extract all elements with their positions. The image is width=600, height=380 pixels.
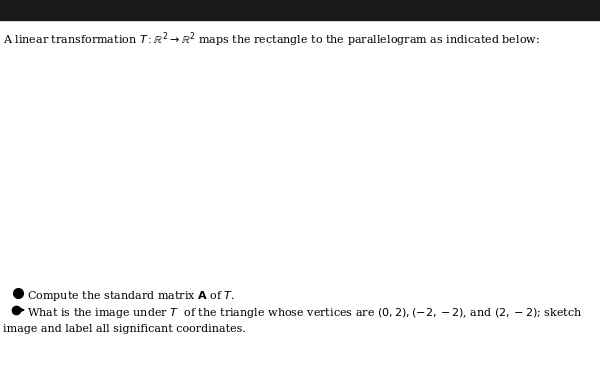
Text: A linear transformation $T : \mathbb{R}^2 \rightarrow \mathbb{R}^2$ maps the rec: A linear transformation $T : \mathbb{R}^… <box>3 30 540 49</box>
Text: $(2,2)$: $(2,2)$ <box>476 90 500 102</box>
Text: $(2,0)$: $(2,0)$ <box>172 231 196 243</box>
Text: $(0,0)$: $(0,0)$ <box>298 231 323 243</box>
Bar <box>0 0 600 20</box>
Text: $x_2$: $x_2$ <box>71 39 83 51</box>
Text: $(0,2)$: $(0,2)$ <box>40 96 64 108</box>
Text: $x_1$: $x_1$ <box>572 222 585 234</box>
Text: $(0,0)$: $(0,0)$ <box>40 231 64 243</box>
Text: Compute the standard matrix $\mathbf{A}$ of $T$.: Compute the standard matrix $\mathbf{A}$… <box>27 289 235 303</box>
Text: $x_2$: $x_2$ <box>332 39 344 51</box>
Text: $x_1$: $x_1$ <box>226 222 238 234</box>
Text: $(0,1)$: $(0,1)$ <box>298 159 323 171</box>
Text: image and label all significant coordinates.: image and label all significant coordina… <box>3 324 246 334</box>
Text: $(2,1)$: $(2,1)$ <box>476 165 500 177</box>
Text: $(2,2)$: $(2,2)$ <box>172 96 196 108</box>
Text: $T$: $T$ <box>247 143 260 160</box>
Text: What is the image under $T$  of the triangle whose vertices are $(0, 2), (-2, -2: What is the image under $T$ of the trian… <box>27 306 583 320</box>
